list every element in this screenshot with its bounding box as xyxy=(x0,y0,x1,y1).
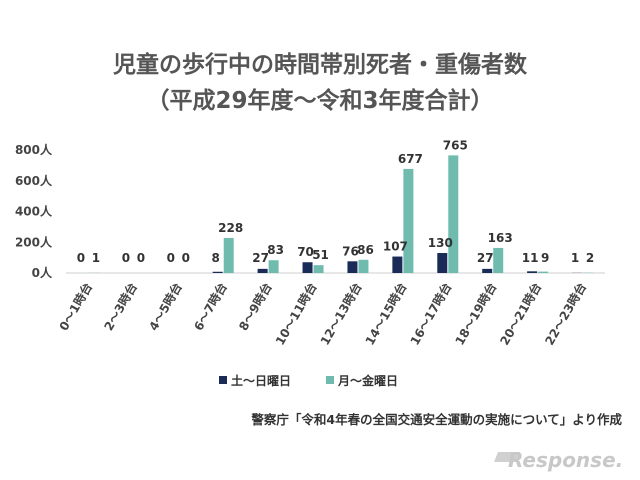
chart-subtitle: （平成29年度〜令和3年度合計） xyxy=(146,87,493,114)
y-tick-label: 800人 xyxy=(15,142,53,157)
legend-label-weekday: 月〜金曜日 xyxy=(337,373,398,388)
bar-weekday xyxy=(403,168,414,273)
x-tick-label: 14〜15時台 xyxy=(362,280,410,348)
data-label-weekend: 11 xyxy=(522,251,539,265)
bars xyxy=(88,155,594,273)
bar-weekend xyxy=(257,268,268,273)
bar-weekday xyxy=(358,259,369,273)
x-tick-label: 12〜13時台 xyxy=(317,280,365,348)
chart-title: 児童の歩行中の時間帯別死者・重傷者数 xyxy=(112,51,528,78)
bar-weekday xyxy=(223,237,234,273)
x-axis-ticks: 0〜1時台 2〜3時台 4〜5時台 6〜7時台 8〜9時台10〜11時台12〜13時台1… xyxy=(56,280,589,348)
y-tick-label: 0人 xyxy=(32,265,53,280)
data-label-weekend: 1 xyxy=(571,251,579,265)
x-tick-label: 20〜21時台 xyxy=(497,280,545,348)
legend-swatch-weekend xyxy=(219,376,227,384)
data-label-weekday: 677 xyxy=(398,152,423,166)
x-tick-label: 8〜9時台 xyxy=(235,280,274,333)
data-label-weekend: 8 xyxy=(212,251,220,265)
legend: 土〜日曜日 月〜金曜日 xyxy=(219,373,398,388)
x-tick-label: 4〜5時台 xyxy=(146,280,185,333)
x-tick-label: 10〜11時台 xyxy=(272,280,320,348)
bar-weekend xyxy=(347,261,358,273)
y-tick-label: 200人 xyxy=(15,234,53,249)
data-label-weekday: 2 xyxy=(586,251,594,265)
data-label-weekday: 1 xyxy=(92,251,100,265)
bar-weekday xyxy=(268,260,279,273)
bar-weekend xyxy=(302,262,313,273)
bar-weekday xyxy=(313,265,324,273)
y-tick-label: 400人 xyxy=(15,204,53,219)
data-label-weekend: 27 xyxy=(252,251,269,265)
data-label-weekday: 83 xyxy=(267,243,284,257)
data-label-weekend: 0 xyxy=(167,251,175,265)
x-tick-label: 16〜17時台 xyxy=(407,280,455,348)
x-tick-label: 0〜1時台 xyxy=(56,280,95,333)
data-label-weekend: 130 xyxy=(428,236,453,250)
x-tick-label: 18〜19時台 xyxy=(452,280,500,348)
bar-weekend xyxy=(437,253,448,273)
y-tick-label: 600人 xyxy=(15,173,53,188)
data-label-weekend: 76 xyxy=(342,244,359,258)
bar-weekday xyxy=(448,155,459,273)
data-label-weekday: 86 xyxy=(357,243,374,257)
data-label-weekend: 107 xyxy=(383,240,408,254)
data-label-weekend: 70 xyxy=(297,245,314,259)
logo-mark xyxy=(494,452,520,462)
data-label-weekday: 228 xyxy=(218,221,243,235)
source-note: 警察庁「令和4年春の全国交通安全運動の実施について」より作成 xyxy=(250,412,622,427)
data-label-weekday: 51 xyxy=(312,248,329,262)
watermark-logo: Response. xyxy=(494,448,623,472)
data-label-weekend: 0 xyxy=(77,251,85,265)
y-axis: 0人 200人 400人 600人 800人 xyxy=(15,142,53,280)
data-label-weekday: 765 xyxy=(443,138,468,152)
bar-weekend xyxy=(482,268,493,273)
bar-weekend xyxy=(527,271,538,273)
data-label-weekday: 0 xyxy=(137,251,145,265)
bar-weekend xyxy=(212,271,223,273)
data-label-weekday: 9 xyxy=(541,251,549,265)
x-tick-label: 2〜3時台 xyxy=(101,280,140,333)
legend-swatch-weekday xyxy=(326,376,334,384)
data-label-weekend: 0 xyxy=(122,251,130,265)
x-tick-label: 6〜7時台 xyxy=(190,280,229,333)
data-label-weekday: 0 xyxy=(182,251,190,265)
bar-weekday xyxy=(493,247,504,273)
watermark-text: Response. xyxy=(508,448,623,472)
x-tick-label: 22〜23時台 xyxy=(541,280,589,348)
data-label-weekend: 27 xyxy=(477,251,494,265)
bar-weekday xyxy=(538,271,549,273)
bar-weekend xyxy=(392,256,403,273)
legend-label-weekend: 土〜日曜日 xyxy=(231,373,291,388)
data-label-weekday: 163 xyxy=(488,231,513,245)
